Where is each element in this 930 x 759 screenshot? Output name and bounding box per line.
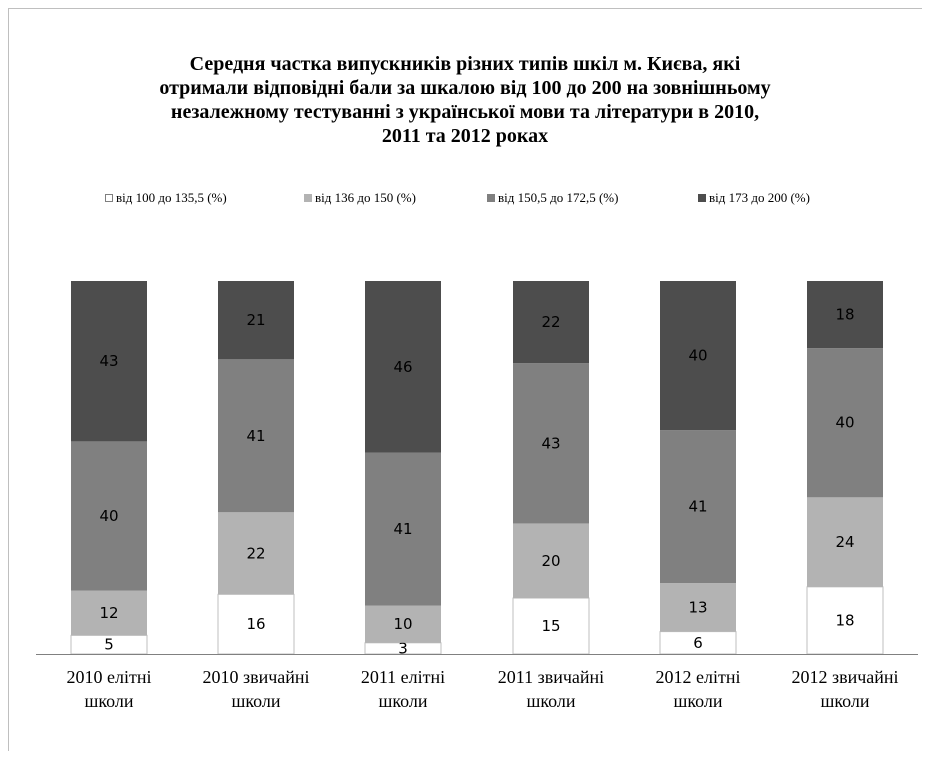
bar-segment — [71, 590, 147, 636]
bar-segment — [512, 597, 590, 655]
legend-label: від 100 до 135,5 (%) — [116, 190, 227, 205]
bar-segment — [218, 359, 294, 513]
data-label: 22 — [246, 544, 265, 562]
legend-item: від 150,5 до 172,5 (%) — [487, 190, 618, 206]
category-label-line: 2012 звичайні — [791, 667, 898, 687]
category-label: 2012 елітні школи — [656, 667, 741, 711]
data-label: 40 — [835, 414, 854, 432]
chart-title-line: 2011 та 2012 роках — [381, 125, 549, 147]
category-label-line: 2011 елітні — [361, 667, 445, 687]
legend-swatch — [105, 194, 113, 202]
data-label: 21 — [246, 311, 265, 329]
category-label-line: школи — [84, 691, 133, 711]
data-label: 6 — [693, 634, 703, 652]
category-label-line: 2010 звичайні — [202, 667, 309, 687]
bar-segment — [365, 605, 441, 643]
category-label-line: 2010 елітні — [67, 667, 152, 687]
legend-swatch — [487, 194, 495, 202]
data-label: 43 — [99, 352, 118, 370]
legend-item: від 173 до 200 (%) — [698, 190, 810, 206]
data-label: 18 — [835, 611, 854, 629]
category-label-line: 2012 елітні — [656, 667, 741, 687]
bar-segment — [218, 512, 294, 595]
category-label-line: 2011 звичайні — [498, 667, 604, 687]
data-label: 41 — [393, 520, 412, 538]
bar-segment — [365, 281, 441, 453]
data-label: 41 — [246, 427, 265, 445]
bar-segment — [807, 281, 883, 349]
legend-item: від 100 до 135,5 (%) — [105, 190, 227, 206]
category-label: 2011 звичайні школи — [498, 667, 604, 711]
category-label: 2012 звичайні школи — [791, 667, 898, 711]
data-label: 20 — [541, 552, 560, 570]
bar-segment — [807, 348, 883, 498]
legend-label: від 173 до 200 (%) — [709, 190, 810, 205]
legend-swatch — [698, 194, 706, 202]
legend-item: від 136 до 150 (%) — [304, 190, 416, 206]
data-label: 41 — [688, 498, 707, 516]
bar-segment — [365, 452, 441, 606]
bar-segment — [513, 363, 589, 524]
bar-segment — [660, 281, 736, 431]
chart-title-line: Середня частка випускників різних типів … — [189, 53, 741, 75]
chart-title-line: отримали відповідні бали за шкалою від 1… — [159, 77, 771, 99]
category-label-line: школи — [673, 691, 722, 711]
legend-swatch — [304, 194, 312, 202]
data-label: 40 — [688, 347, 707, 365]
chart-title-line: незалежному тестуванні з української мов… — [170, 101, 760, 123]
bar-segment — [513, 523, 589, 599]
bar-segment — [660, 430, 736, 584]
data-label: 5 — [104, 636, 114, 654]
category-label: 2010 елітні школи — [67, 667, 152, 711]
chart-legend: від 100 до 135,5 (%) від 136 до 150 (%) … — [0, 190, 930, 210]
data-label: 18 — [835, 306, 854, 324]
category-label-line: школи — [378, 691, 427, 711]
bar-segment — [806, 586, 884, 655]
data-label: 15 — [541, 617, 560, 635]
bar-segment — [807, 497, 883, 587]
bar-segment — [71, 441, 147, 591]
chart-frame — [8, 8, 922, 751]
data-label: 13 — [688, 598, 707, 616]
legend-label: від 150,5 до 172,5 (%) — [498, 190, 619, 205]
data-label: 10 — [393, 615, 412, 633]
bar-segment — [513, 281, 589, 364]
category-label-line: школи — [820, 691, 869, 711]
bar-segment — [660, 583, 736, 632]
bar-segment — [218, 281, 294, 360]
data-label: 3 — [398, 639, 408, 657]
bar-segment — [217, 593, 295, 655]
data-label: 12 — [99, 604, 118, 622]
category-label-line: школи — [231, 691, 280, 711]
data-label: 22 — [541, 313, 560, 331]
data-label: 40 — [99, 507, 118, 525]
chart-title: Середня частка випускників різних типів … — [60, 52, 870, 148]
data-label: 43 — [541, 434, 560, 452]
data-label: 46 — [393, 358, 412, 376]
data-label: 24 — [835, 533, 854, 551]
bar-segment — [71, 281, 147, 442]
legend-label: від 136 до 150 (%) — [315, 190, 416, 205]
data-label: 16 — [246, 615, 265, 633]
category-label-line: школи — [526, 691, 575, 711]
category-label: 2010 звичайні школи — [202, 667, 309, 711]
category-label: 2011 елітні школи — [361, 667, 445, 711]
